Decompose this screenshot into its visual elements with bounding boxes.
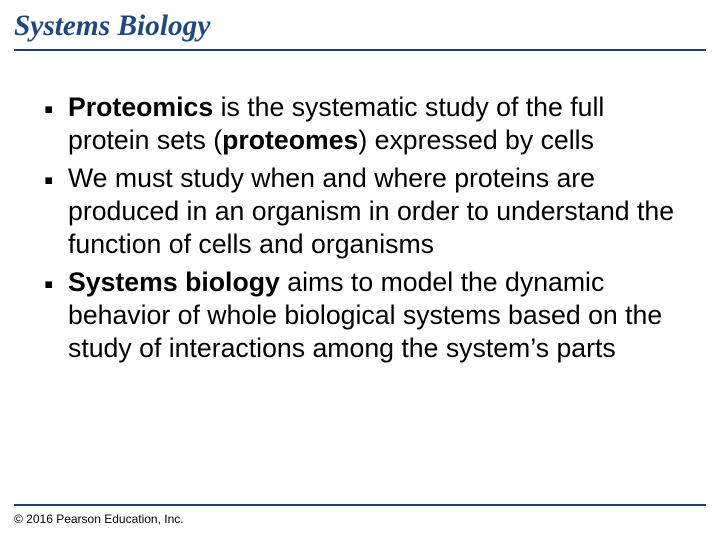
bullet-item: Proteomics is the systematic study of th… (40, 91, 680, 158)
bullet-item: Systems biology aims to model the dynami… (40, 266, 680, 366)
slide-title: Systems Biology (0, 0, 720, 49)
copyright-text: © 2016 Pearson Education, Inc. (14, 512, 184, 526)
text-run: proteomes (222, 125, 358, 155)
text-run: ) expressed by cells (358, 125, 594, 155)
bullet-item: We must study when and where proteins ar… (40, 162, 680, 262)
text-run: We must study when and where proteins ar… (68, 163, 674, 260)
footer-divider (14, 504, 706, 506)
text-run: Proteomics (68, 92, 213, 122)
text-run: Systems biology (68, 267, 280, 297)
content-area: Proteomics is the systematic study of th… (0, 51, 720, 366)
bullet-list: Proteomics is the systematic study of th… (40, 91, 680, 366)
slide: Systems Biology Proteomics is the system… (0, 0, 720, 540)
